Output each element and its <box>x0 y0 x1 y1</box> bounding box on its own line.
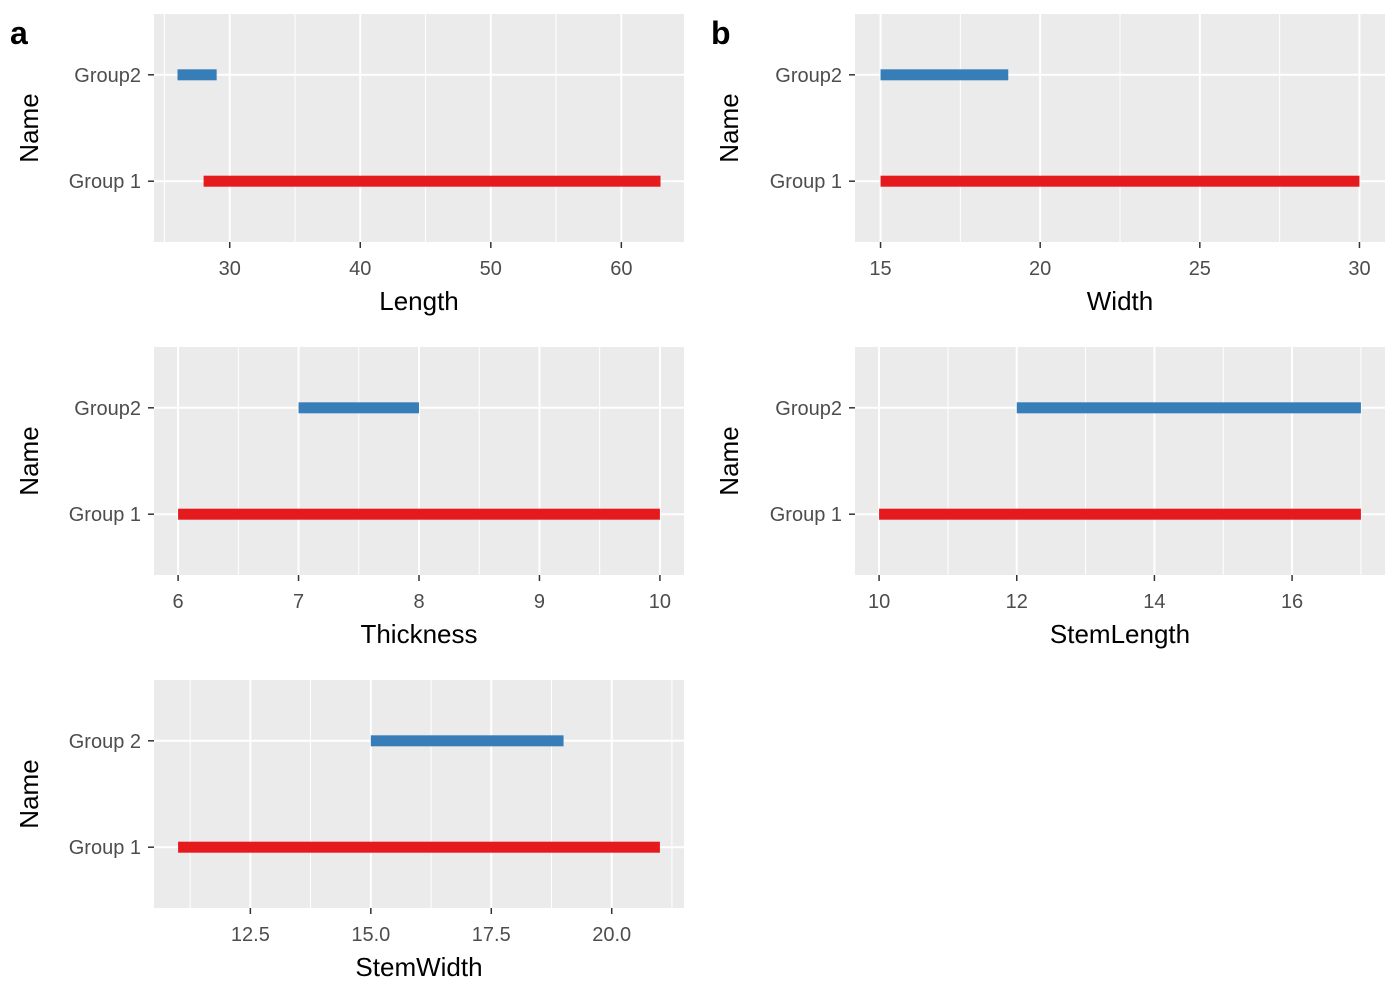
x-tick-label: 25 <box>1189 258 1211 280</box>
chart-panel-stemwidth: 12.5 15.0 17.5 20.0 Group 1 Group 2 StemWidth N… <box>14 680 684 982</box>
y-tick-label: Group 1 <box>69 504 141 526</box>
x-tick-label: 60 <box>610 258 632 280</box>
chart-panel-stemlength: 10 12 14 16 Group 1 Group2 StemLength Name <box>714 347 1385 649</box>
y-tick-label: Group2 <box>775 65 842 87</box>
chart-panel-length: 30 40 50 60 Group 1 Group2 Length Name a <box>10 14 684 316</box>
x-tick-label: 12 <box>1006 591 1028 613</box>
panel-tag: a <box>10 15 28 51</box>
range-bar-group2 <box>298 402 419 414</box>
x-tick-label: 30 <box>219 258 241 280</box>
plot-background <box>154 680 684 908</box>
panel-tag: b <box>711 15 731 51</box>
range-bar-group2 <box>177 69 217 81</box>
range-bar-group2 <box>1016 402 1361 414</box>
x-tick-label: 6 <box>173 591 184 613</box>
x-tick-label: 20 <box>1029 258 1051 280</box>
range-bar-group-2 <box>370 735 564 747</box>
x-axis-title: Length <box>379 286 459 316</box>
range-bar-group-1 <box>879 508 1361 520</box>
range-bar-group-1 <box>880 175 1360 187</box>
x-tick-label: 12.5 <box>231 924 270 946</box>
x-tick-label: 7 <box>293 591 304 613</box>
x-tick-label: 30 <box>1348 258 1370 280</box>
chart-panel-thickness: 6 7 8 9 10 Group 1 Group2 Thickness Name <box>14 347 684 649</box>
y-axis-title: Name <box>14 759 44 828</box>
x-tick-label: 50 <box>480 258 502 280</box>
x-tick-label: 15.0 <box>351 924 390 946</box>
x-axis-title: StemLength <box>1050 619 1190 649</box>
plot-background <box>154 14 684 242</box>
x-axis-title: StemWidth <box>355 952 482 982</box>
x-tick-label: 20.0 <box>592 924 631 946</box>
y-tick-label: Group2 <box>74 65 141 87</box>
x-tick-label: 8 <box>413 591 424 613</box>
y-axis-title: Name <box>714 93 744 162</box>
y-tick-label: Group2 <box>775 398 842 420</box>
x-axis-title: Width <box>1087 286 1153 316</box>
y-axis-title: Name <box>714 426 744 495</box>
plot-background <box>855 347 1385 575</box>
x-tick-label: 15 <box>869 258 891 280</box>
x-tick-label: 10 <box>868 591 890 613</box>
y-axis-title: Name <box>14 426 44 495</box>
x-tick-label: 14 <box>1143 591 1165 613</box>
range-bar-group-1 <box>178 508 660 520</box>
x-tick-label: 16 <box>1281 591 1303 613</box>
y-tick-label: Group 1 <box>770 504 842 526</box>
x-tick-label: 9 <box>534 591 545 613</box>
range-bar-group2 <box>880 69 1009 81</box>
y-tick-label: Group2 <box>74 398 141 420</box>
range-bar-group-1 <box>203 175 661 187</box>
x-tick-label: 10 <box>649 591 671 613</box>
y-axis-title: Name <box>14 93 44 162</box>
y-tick-label: Group 1 <box>69 837 141 859</box>
y-tick-label: Group 1 <box>69 171 141 193</box>
y-tick-label: Group 1 <box>770 171 842 193</box>
range-bar-group-1 <box>178 841 660 853</box>
x-tick-label: 40 <box>349 258 371 280</box>
x-tick-label: 17.5 <box>472 924 511 946</box>
x-axis-title: Thickness <box>360 619 477 649</box>
y-tick-label: Group 2 <box>69 731 141 753</box>
chart-panel-width: 15 20 25 30 Group 1 Group2 Width Name b <box>711 14 1385 316</box>
